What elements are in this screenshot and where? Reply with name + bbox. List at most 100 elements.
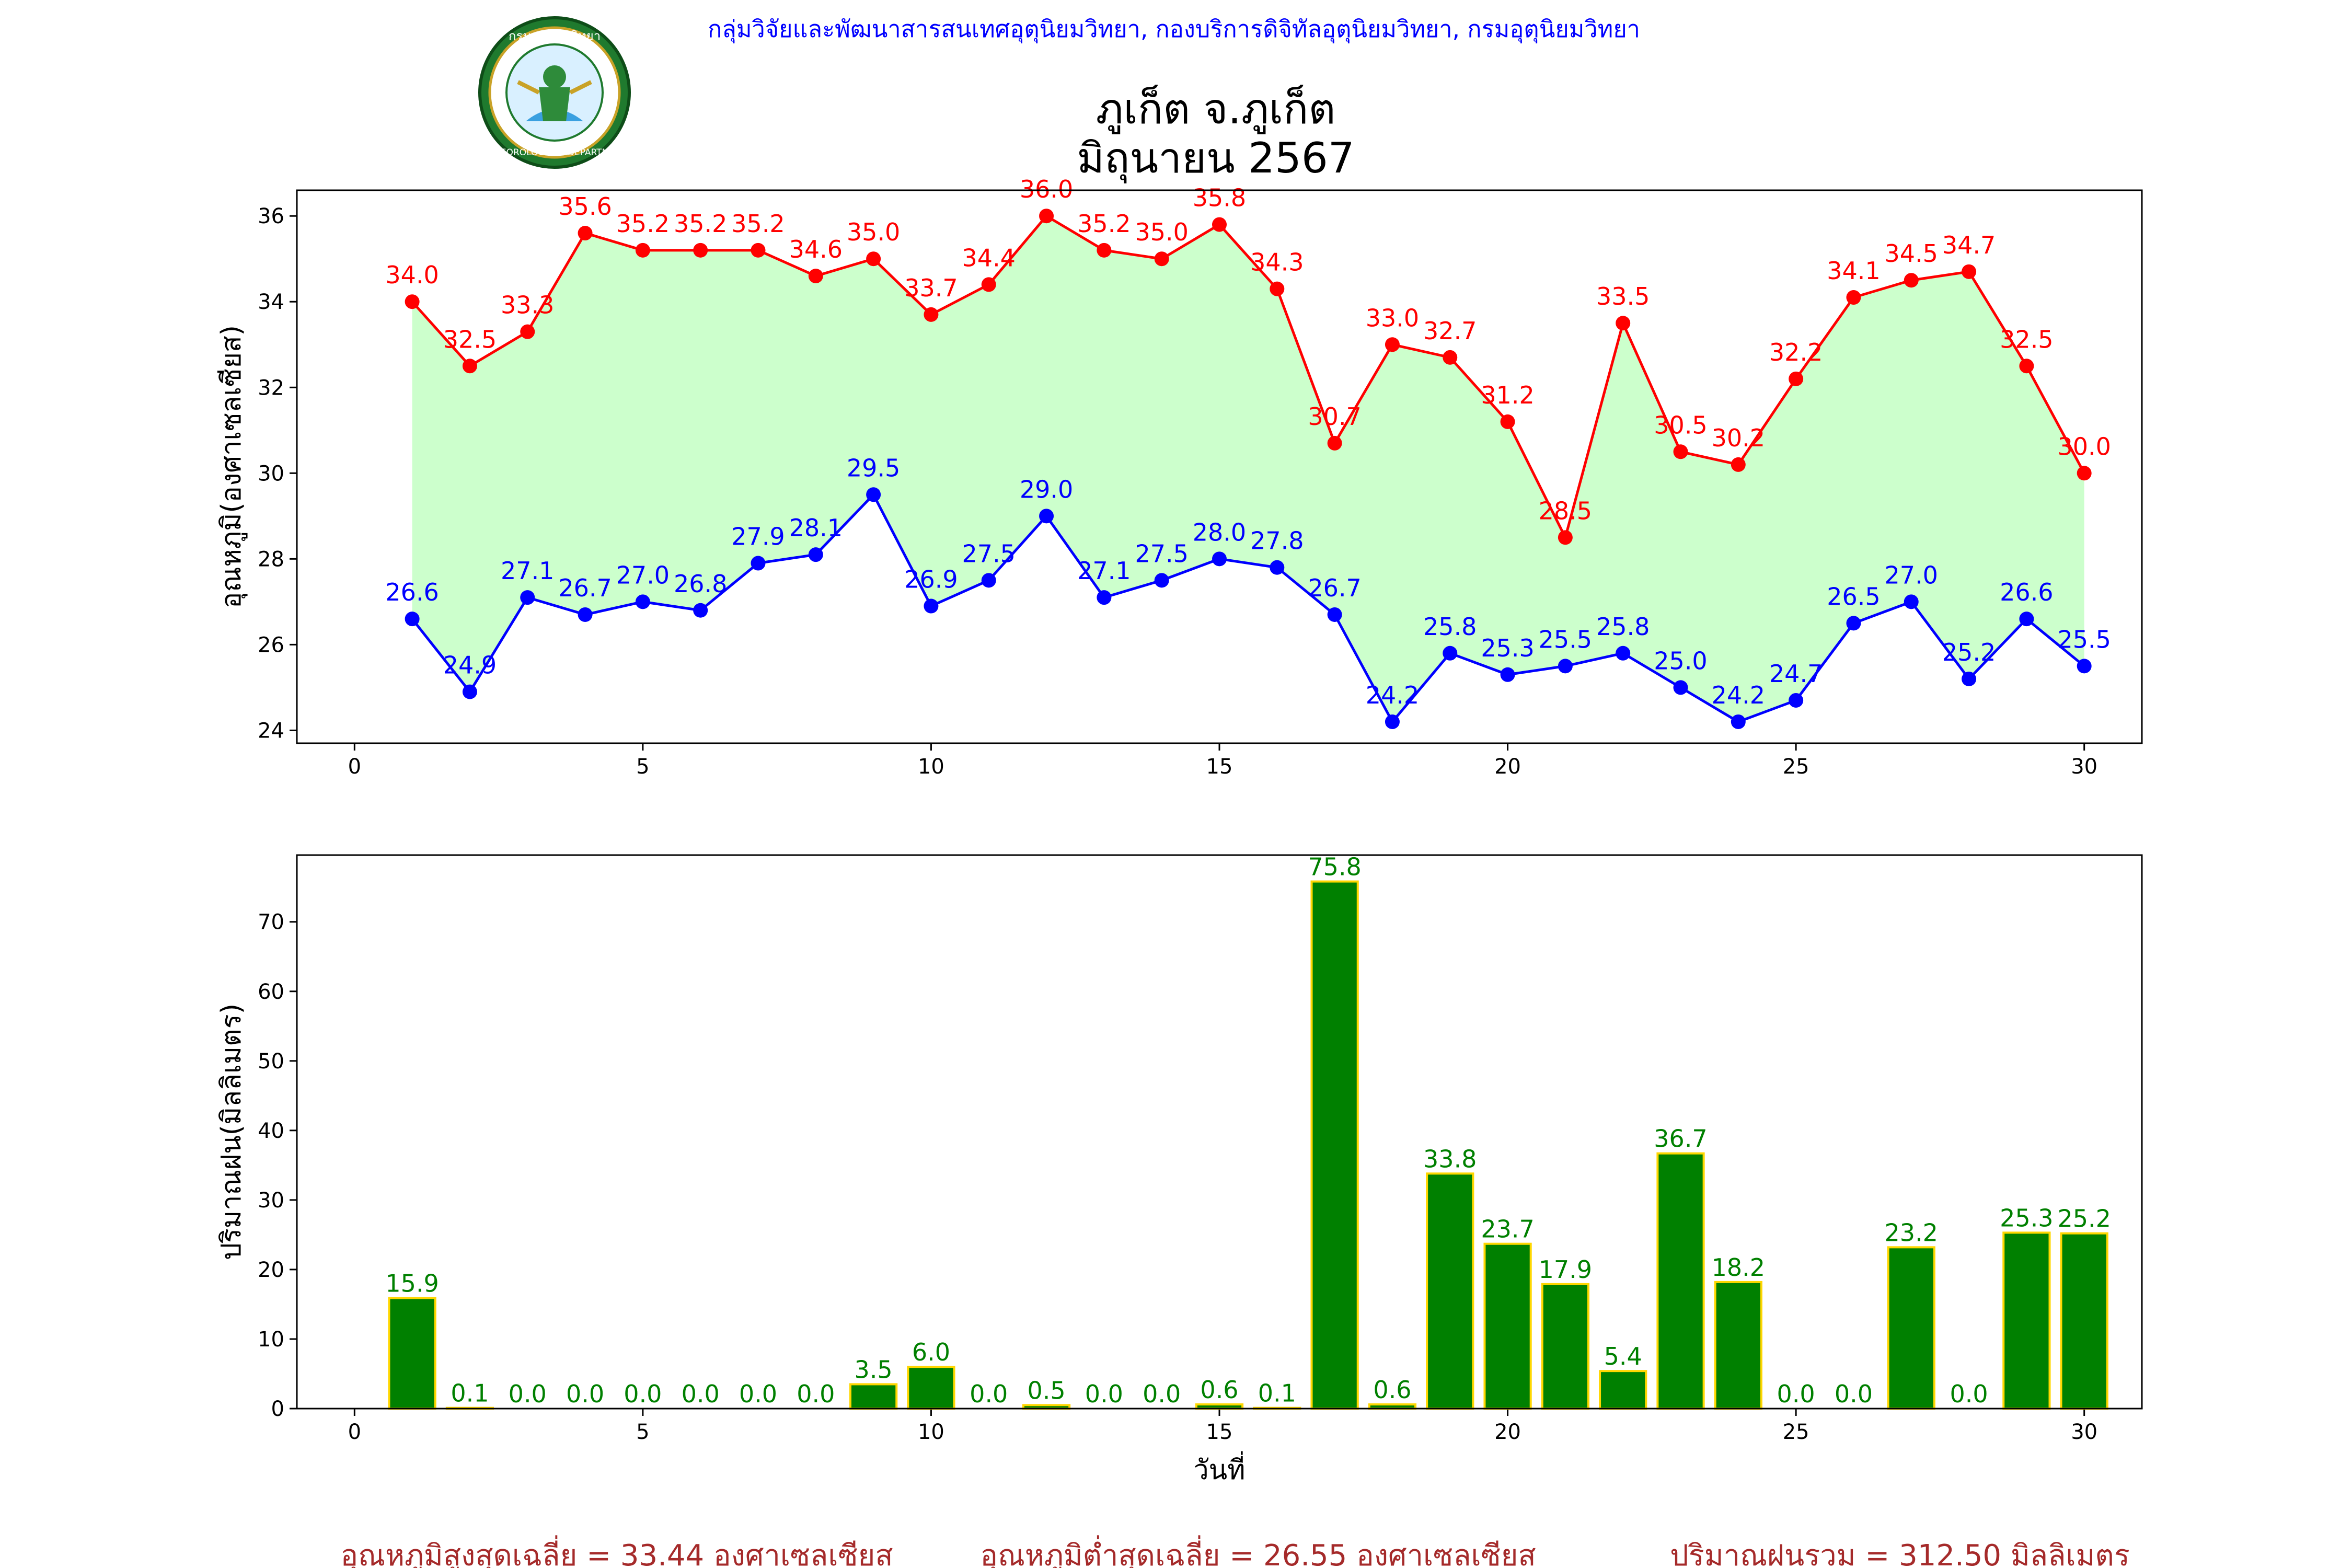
rain-data-label: 0.0 bbox=[1085, 1380, 1123, 1408]
temp-max-point bbox=[1962, 264, 1977, 279]
temp-max-data-label: 30.2 bbox=[1712, 424, 1765, 452]
rain-data-label: 0.0 bbox=[624, 1380, 662, 1408]
temp-min-data-label: 24.7 bbox=[1769, 660, 1823, 688]
temp-min-point bbox=[405, 612, 420, 627]
temp-max-data-label: 32.5 bbox=[2000, 325, 2053, 353]
temp-min-point bbox=[1904, 594, 1919, 609]
temp-min-point bbox=[1789, 693, 1804, 708]
temp-max-point bbox=[1904, 273, 1919, 288]
temp-max-data-label: 35.0 bbox=[1135, 218, 1188, 246]
temp-max-point bbox=[924, 307, 939, 322]
rain-x-tick-label: 30 bbox=[2071, 1420, 2097, 1444]
temp-plot-frame bbox=[296, 189, 2143, 744]
temp-min-data-label: 29.0 bbox=[1020, 475, 1073, 503]
temp-min-point bbox=[1616, 645, 1631, 661]
temp-min-data-label: 26.6 bbox=[2000, 578, 2053, 606]
rain-data-label: 23.7 bbox=[1481, 1215, 1534, 1243]
temp-min-point bbox=[2077, 659, 2092, 674]
temp-max-point bbox=[808, 269, 823, 284]
temp-min-point bbox=[635, 594, 650, 609]
temp-y-tick-label: 28 bbox=[258, 547, 284, 571]
temp-min-data-label: 26.5 bbox=[1827, 582, 1880, 610]
temp-max-data-label: 34.6 bbox=[789, 235, 843, 263]
rain-data-label: 75.8 bbox=[1308, 853, 1361, 881]
rain-bar bbox=[2060, 1232, 2108, 1410]
rain-y-tick-label: 20 bbox=[258, 1258, 284, 1282]
temp-max-data-label: 33.3 bbox=[501, 291, 554, 319]
rain-data-label: 3.5 bbox=[855, 1355, 893, 1383]
temp-max-point bbox=[520, 324, 535, 339]
temp-min-point bbox=[578, 607, 593, 622]
rain-data-label: 36.7 bbox=[1654, 1125, 1707, 1153]
temp-min-data-label: 25.8 bbox=[1423, 613, 1477, 641]
temp-max-point bbox=[462, 359, 477, 374]
rain-data-label: 6.0 bbox=[912, 1338, 950, 1366]
temp-min-data-label: 25.2 bbox=[1942, 638, 1996, 666]
temp-max-data-label: 35.8 bbox=[1193, 184, 1246, 212]
temp-max-point bbox=[2077, 466, 2092, 481]
rain-data-label: 33.8 bbox=[1423, 1145, 1477, 1173]
temp-min-data-label: 27.8 bbox=[1250, 527, 1304, 555]
rain-bar bbox=[1599, 1370, 1647, 1410]
temp-range-fill bbox=[412, 216, 2084, 722]
temp-min-point bbox=[751, 556, 766, 571]
temp-max-point bbox=[2019, 359, 2034, 374]
rain-data-label: 18.2 bbox=[1712, 1253, 1765, 1282]
temp-max-point bbox=[1154, 251, 1169, 267]
temp-min-point bbox=[1962, 671, 1977, 686]
temp-max-data-label: 33.7 bbox=[904, 274, 958, 302]
rain-bar bbox=[1887, 1246, 1935, 1410]
temp-max-data-label: 36.0 bbox=[1020, 175, 1073, 203]
temperature-chart: 0 5 10 15 20 25 302426283032343634.032.533.335… bbox=[216, 175, 2143, 779]
temp-max-data-label: 34.7 bbox=[1942, 231, 1996, 259]
temp-min-data-label: 27.5 bbox=[1135, 539, 1188, 568]
temp-max-point bbox=[1385, 337, 1400, 352]
rain-data-label: 25.3 bbox=[2000, 1204, 2053, 1232]
summary-avg-min: อุณหภูมิต่ำสุดเฉลี่ย = 26.55 องศาเซลเซีย… bbox=[980, 1535, 1536, 1568]
temp-min-data-label: 29.5 bbox=[847, 454, 900, 482]
rain-y-tick-label: 60 bbox=[258, 980, 284, 1004]
rain-bar bbox=[388, 1297, 436, 1410]
rain-data-label: 0.6 bbox=[1373, 1376, 1411, 1404]
rain-x-tick-label: 25 bbox=[1783, 1420, 1809, 1444]
temp-min-point bbox=[1558, 659, 1573, 674]
temp-max-data-label: 31.2 bbox=[1481, 381, 1534, 409]
temp-min-data-label: 25.5 bbox=[2057, 625, 2111, 653]
temp-min-data-label: 26.6 bbox=[385, 578, 439, 606]
temp-max-data-label: 33.5 bbox=[1596, 282, 1650, 310]
rain-y-tick-label: 70 bbox=[258, 910, 284, 935]
temp-max-point bbox=[866, 251, 881, 267]
temp-y-tick-label: 26 bbox=[258, 633, 284, 657]
temp-min-point bbox=[1443, 645, 1458, 661]
temp-y-tick-label: 34 bbox=[258, 290, 284, 314]
rain-x-tick-label: 5 bbox=[636, 1420, 649, 1444]
temp-min-data-label: 27.1 bbox=[1077, 557, 1131, 585]
temp-min-point bbox=[1097, 590, 1112, 605]
temp-min-data-label: 25.0 bbox=[1654, 647, 1707, 675]
rain-data-label: 0.5 bbox=[1027, 1376, 1065, 1404]
temp-min-point bbox=[808, 547, 823, 562]
temp-min-line bbox=[411, 492, 2085, 724]
temp-max-point bbox=[1039, 209, 1054, 224]
temp-max-data-label: 35.2 bbox=[674, 210, 727, 238]
rain-y-axis-label: ปริมาณฝน(มิลลิเมตร) bbox=[216, 1004, 247, 1260]
temp-max-point bbox=[578, 226, 593, 241]
rain-data-label: 0.0 bbox=[1143, 1380, 1181, 1408]
temp-min-point bbox=[1500, 667, 1515, 682]
rain-bar bbox=[1426, 1172, 1474, 1410]
temp-max-data-label: 32.7 bbox=[1423, 317, 1477, 345]
rain-bar bbox=[1310, 880, 1359, 1410]
temp-min-data-label: 25.8 bbox=[1596, 613, 1650, 641]
temp-min-data-label: 28.1 bbox=[789, 514, 843, 542]
temp-max-point bbox=[1731, 457, 1746, 472]
temp-x-tick-label: 25 bbox=[1783, 755, 1809, 779]
logo-text-bottom: METEOROLOGICAL DEPARTMENT bbox=[482, 147, 628, 158]
rain-bar bbox=[1541, 1283, 1589, 1410]
temp-max-data-label: 30.5 bbox=[1654, 411, 1707, 439]
chart-title-line1: ภูเก็ต จ.ภูเก็ต bbox=[1096, 84, 1336, 134]
temp-max-data-label: 33.0 bbox=[1366, 304, 1419, 332]
temp-max-data-label: 35.2 bbox=[1077, 210, 1131, 238]
rain-data-label: 15.9 bbox=[385, 1269, 439, 1297]
temp-max-point bbox=[693, 243, 708, 258]
